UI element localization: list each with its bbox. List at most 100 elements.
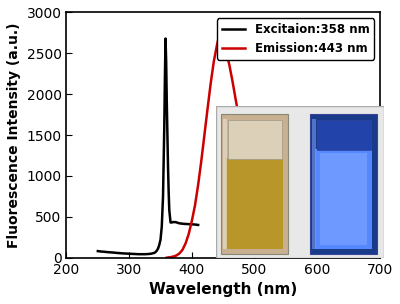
Excitaion:358 nm — [176, 221, 180, 225]
Excitaion:358 nm — [139, 252, 144, 256]
Excitaion:358 nm — [196, 223, 200, 227]
Excitaion:358 nm — [153, 250, 158, 254]
Emission:443 nm — [236, 115, 241, 119]
Bar — [228, 119, 282, 159]
Excitaion:358 nm — [102, 250, 106, 254]
Excitaion:358 nm — [105, 250, 110, 254]
Emission:443 nm — [290, 241, 294, 244]
Excitaion:358 nm — [167, 209, 172, 212]
Emission:443 nm — [171, 255, 176, 258]
Excitaion:358 nm — [163, 37, 168, 40]
Emission:443 nm — [346, 251, 351, 255]
Excitaion:358 nm — [168, 221, 173, 224]
Emission:443 nm — [352, 252, 357, 255]
Legend: Excitaion:358 nm, Emission:443 nm: Excitaion:358 nm, Emission:443 nm — [217, 18, 374, 60]
Excitaion:358 nm — [162, 125, 167, 129]
Excitaion:358 nm — [142, 252, 147, 256]
Emission:443 nm — [227, 64, 232, 67]
Excitaion:358 nm — [174, 221, 179, 224]
Emission:443 nm — [334, 250, 338, 253]
Bar — [320, 153, 367, 245]
Excitaion:358 nm — [186, 222, 191, 226]
Excitaion:358 nm — [190, 223, 194, 226]
Emission:443 nm — [218, 36, 222, 40]
Excitaion:358 nm — [166, 166, 170, 170]
Excitaion:358 nm — [157, 243, 162, 247]
Excitaion:358 nm — [152, 251, 157, 255]
Emission:443 nm — [284, 238, 288, 241]
Line: Excitaion:358 nm: Excitaion:358 nm — [98, 39, 198, 254]
Emission:443 nm — [190, 219, 194, 223]
Excitaion:358 nm — [180, 222, 185, 226]
Emission:443 nm — [321, 248, 326, 252]
Excitaion:358 nm — [117, 251, 122, 255]
Emission:443 nm — [258, 207, 263, 210]
Emission:443 nm — [365, 253, 370, 256]
Bar — [310, 114, 377, 254]
Excitaion:358 nm — [133, 252, 138, 256]
Emission:443 nm — [271, 228, 276, 232]
Bar — [315, 149, 372, 249]
Emission:443 nm — [202, 133, 207, 137]
X-axis label: Wavelength (nm): Wavelength (nm) — [149, 282, 297, 297]
Emission:443 nm — [199, 159, 204, 163]
Excitaion:358 nm — [98, 250, 103, 253]
Emission:443 nm — [205, 107, 210, 111]
Emission:443 nm — [340, 250, 345, 254]
Line: Emission:443 nm: Emission:443 nm — [167, 37, 380, 257]
Emission:443 nm — [212, 60, 216, 63]
Y-axis label: Fluorescence Intensity (a.u.): Fluorescence Intensity (a.u.) — [7, 22, 21, 248]
Bar — [312, 119, 316, 249]
Emission:443 nm — [240, 133, 244, 136]
Excitaion:358 nm — [164, 60, 168, 63]
Emission:443 nm — [224, 50, 229, 54]
Emission:443 nm — [249, 177, 254, 180]
Excitaion:358 nm — [114, 251, 119, 255]
Emission:443 nm — [230, 80, 235, 84]
Emission:443 nm — [308, 246, 313, 250]
Excitaion:358 nm — [111, 251, 116, 254]
Emission:443 nm — [296, 243, 301, 246]
Emission:443 nm — [192, 203, 197, 207]
Emission:443 nm — [186, 232, 191, 236]
Excitaion:358 nm — [177, 222, 182, 225]
Emission:443 nm — [216, 35, 221, 39]
Emission:443 nm — [302, 244, 307, 248]
Emission:443 nm — [208, 82, 213, 85]
Excitaion:358 nm — [158, 238, 163, 241]
Excitaion:358 nm — [183, 222, 188, 226]
Excitaion:358 nm — [136, 252, 141, 256]
Excitaion:358 nm — [165, 133, 170, 137]
Emission:443 nm — [359, 252, 364, 256]
Excitaion:358 nm — [164, 101, 169, 104]
Excitaion:358 nm — [171, 220, 176, 224]
Emission:443 nm — [277, 234, 282, 237]
Excitaion:358 nm — [172, 220, 177, 224]
Excitaion:358 nm — [161, 195, 166, 198]
Emission:443 nm — [174, 254, 178, 257]
Excitaion:358 nm — [96, 249, 100, 253]
Emission:443 nm — [221, 39, 226, 43]
Excitaion:358 nm — [159, 225, 164, 228]
Emission:443 nm — [315, 247, 320, 250]
Emission:443 nm — [327, 249, 332, 253]
Emission:443 nm — [371, 253, 376, 257]
Excitaion:358 nm — [162, 76, 167, 80]
Emission:443 nm — [243, 149, 248, 152]
Emission:443 nm — [164, 256, 169, 259]
Excitaion:358 nm — [108, 250, 113, 254]
Excitaion:358 nm — [127, 252, 132, 256]
Excitaion:358 nm — [170, 221, 174, 224]
Bar — [223, 119, 227, 249]
Excitaion:358 nm — [166, 190, 171, 194]
Emission:443 nm — [196, 183, 200, 187]
Excitaion:358 nm — [120, 252, 125, 255]
Excitaion:358 nm — [154, 249, 159, 253]
Emission:443 nm — [265, 219, 270, 223]
Bar — [226, 158, 283, 249]
Emission:443 nm — [180, 248, 185, 252]
Emission:443 nm — [233, 98, 238, 102]
Bar — [317, 119, 370, 150]
Emission:443 nm — [168, 255, 172, 259]
Emission:443 nm — [177, 252, 182, 255]
